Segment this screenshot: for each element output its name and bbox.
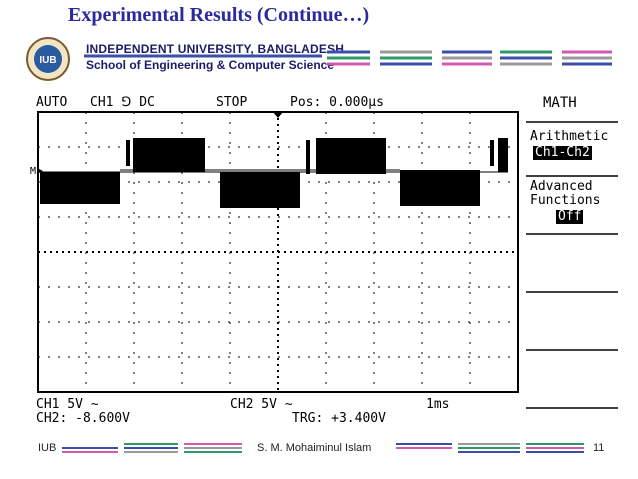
header-decorative-lines bbox=[84, 50, 612, 66]
scope-mode: AUTO bbox=[36, 95, 68, 110]
footer-institution: IUB bbox=[38, 442, 57, 454]
trigger-level: TRG: +3.400V bbox=[292, 411, 386, 426]
advanced-functions-value[interactable]: Off bbox=[556, 209, 584, 224]
waveform-trace bbox=[40, 138, 508, 208]
university-logo: IUB bbox=[26, 37, 70, 81]
math-menu-title: MATH bbox=[543, 95, 577, 111]
arithmetic-value[interactable]: Ch1-Ch2 bbox=[533, 145, 592, 160]
scope-channel-trigger: CH1 ⅁ DC bbox=[90, 95, 155, 110]
arithmetic-label: Arithmetic bbox=[530, 129, 609, 144]
institution-name: INDEPENDENT UNIVERSITY, BANGLADESH bbox=[86, 42, 345, 56]
ch2-reading: CH2: -8.600V bbox=[36, 411, 130, 426]
scope-run-state: STOP bbox=[216, 95, 248, 110]
logo-text: IUB bbox=[39, 55, 56, 66]
timebase: 1ms bbox=[426, 397, 450, 412]
footer-decorative-lines bbox=[62, 443, 584, 453]
school-name: School of Engineering & Computer Science bbox=[86, 58, 335, 72]
advanced-label: Advanced bbox=[530, 179, 593, 194]
scope-graticule: M bbox=[30, 111, 618, 409]
ch2-scale: CH2 5V ∼ bbox=[230, 397, 293, 412]
functions-label: Functions bbox=[530, 193, 601, 208]
footer-author: S. M. Mohaiminul Islam bbox=[257, 442, 372, 454]
ch1-scale: CH1 5V ∼ bbox=[36, 397, 99, 412]
slide-title: Experimental Results (Continue…) bbox=[68, 4, 370, 26]
trigger-marker: M bbox=[30, 166, 36, 177]
scope-position: Pos: 0.000µs bbox=[290, 95, 384, 110]
oscilloscope-screen: AUTO CH1 ⅁ DC STOP Pos: 0.000µs MATH M bbox=[30, 92, 618, 426]
page-number: 11 bbox=[593, 442, 605, 454]
